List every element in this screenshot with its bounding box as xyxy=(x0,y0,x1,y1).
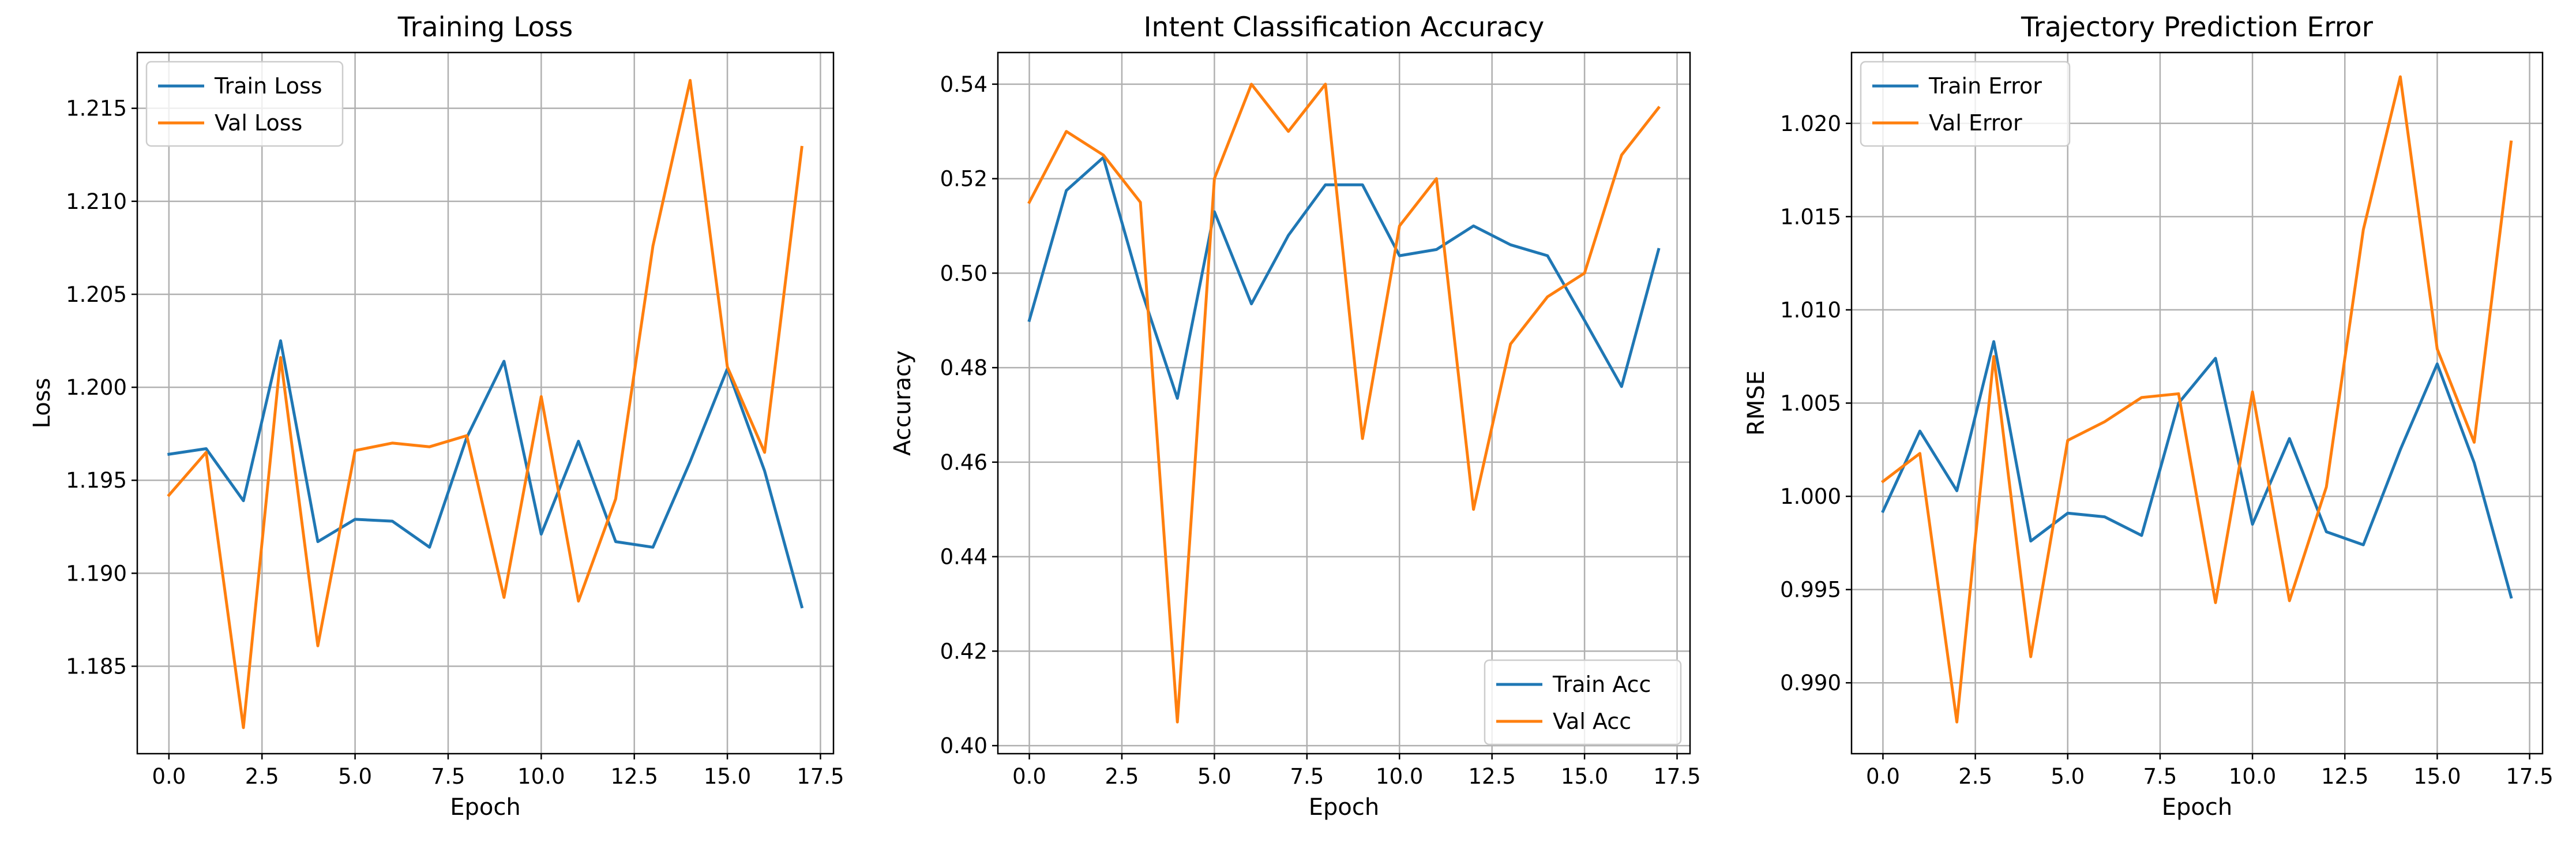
x-tick-label: 0.0 xyxy=(1866,764,1900,789)
y-tick-label: 1.015 xyxy=(1780,204,1841,229)
grid xyxy=(1852,53,2543,754)
legend-label: Train Loss xyxy=(214,73,322,99)
x-tick-label: 12.5 xyxy=(2321,764,2368,789)
series-line-val-acc xyxy=(1030,84,1659,722)
chart-title: Training Loss xyxy=(397,12,573,43)
legend-label: Train Acc xyxy=(1552,672,1651,697)
x-tick-label: 2.5 xyxy=(1958,764,1992,789)
y-tick-label: 0.995 xyxy=(1780,578,1841,602)
legend: Train Acc Val Acc xyxy=(1485,660,1681,744)
series-line-val-error xyxy=(1883,77,2511,722)
y-axis-label: RMSE xyxy=(1743,370,1770,436)
series-line-train-error xyxy=(1883,342,2511,597)
x-tick-label: 2.5 xyxy=(245,764,279,789)
panel-intent-classification-accuracy: Intent Classification Accuracy Epoch Acc… xyxy=(889,12,1701,821)
x-tick-label: 15.0 xyxy=(704,764,751,789)
x-tick-label: 7.5 xyxy=(2143,764,2177,789)
y-tick-label: 0.54 xyxy=(940,72,987,97)
x-tick-label: 17.5 xyxy=(2506,764,2553,789)
panel-training-loss: Training Loss Epoch Loss 0.0 2.5 5.0 7.5 10.… xyxy=(29,12,844,821)
y-tick-label: 1.195 xyxy=(66,468,127,493)
panel-trajectory-prediction-error: Trajectory Prediction Error Epoch RMSE 0… xyxy=(1743,12,2554,821)
x-tick-label: 7.5 xyxy=(431,764,465,789)
series-line-val-loss xyxy=(169,80,802,728)
y-tick-label: 0.40 xyxy=(940,733,987,758)
x-tick-label: 5.0 xyxy=(338,764,372,789)
x-tick-label: 17.5 xyxy=(1653,764,1700,789)
y-tick-label: 1.005 xyxy=(1780,391,1841,416)
chart-title: Intent Classification Accuracy xyxy=(1144,12,1545,43)
x-tick-label: 10.0 xyxy=(517,764,565,789)
x-tick-label: 2.5 xyxy=(1105,764,1139,789)
y-tick-label: 0.50 xyxy=(940,261,987,286)
y-tick-label: 1.205 xyxy=(66,282,127,307)
legend-label: Train Error xyxy=(1928,73,2042,99)
x-tick-label: 0.0 xyxy=(1012,764,1046,789)
chart-title: Trajectory Prediction Error xyxy=(2021,12,2374,43)
x-axis-label: Epoch xyxy=(450,794,520,821)
x-tick-label: 12.5 xyxy=(1468,764,1515,789)
y-tick-label: 1.185 xyxy=(66,654,127,679)
x-tick-label: 7.5 xyxy=(1290,764,1324,789)
legend-label: Val Error xyxy=(1929,110,2022,136)
y-tick-label: 0.44 xyxy=(940,545,987,570)
y-tick-label: 0.990 xyxy=(1780,671,1841,695)
y-axis-label: Accuracy xyxy=(889,350,916,456)
series-line-train-acc xyxy=(1030,158,1659,399)
x-tick-label: 12.5 xyxy=(610,764,658,789)
grid xyxy=(137,53,833,754)
legend-label: Val Acc xyxy=(1553,709,1631,734)
y-tick-label: 1.210 xyxy=(66,189,127,214)
x-tick-label: 15.0 xyxy=(2413,764,2461,789)
y-tick-label: 1.010 xyxy=(1780,298,1841,323)
x-tick-label: 0.0 xyxy=(152,764,186,789)
x-tick-label: 10.0 xyxy=(2229,764,2276,789)
x-axis-label: Epoch xyxy=(2162,794,2232,821)
legend-label: Val Loss xyxy=(215,110,302,136)
y-tick-label: 1.200 xyxy=(66,375,127,400)
y-tick-label: 0.48 xyxy=(940,355,987,380)
y-tick-label: 1.190 xyxy=(66,561,127,586)
x-tick-label: 10.0 xyxy=(1376,764,1423,789)
series-line-train-loss xyxy=(169,341,802,607)
y-tick-label: 0.42 xyxy=(940,639,987,664)
y-tick-label: 1.215 xyxy=(66,96,127,121)
plot-frame xyxy=(137,53,833,754)
y-tick-label: 0.52 xyxy=(940,167,987,192)
x-tick-label: 17.5 xyxy=(797,764,844,789)
x-axis-label: Epoch xyxy=(1309,794,1379,821)
y-axis-label: Loss xyxy=(29,378,55,429)
y-tick-label: 1.020 xyxy=(1780,111,1841,136)
legend: Train Loss Val Loss xyxy=(147,62,343,146)
x-tick-label: 15.0 xyxy=(1561,764,1608,789)
y-tick-label: 1.000 xyxy=(1780,484,1841,509)
legend: Train Error Val Error xyxy=(1861,62,2070,146)
x-tick-label: 5.0 xyxy=(1197,764,1231,789)
x-tick-label: 5.0 xyxy=(2051,764,2085,789)
y-tick-label: 0.46 xyxy=(940,450,987,475)
